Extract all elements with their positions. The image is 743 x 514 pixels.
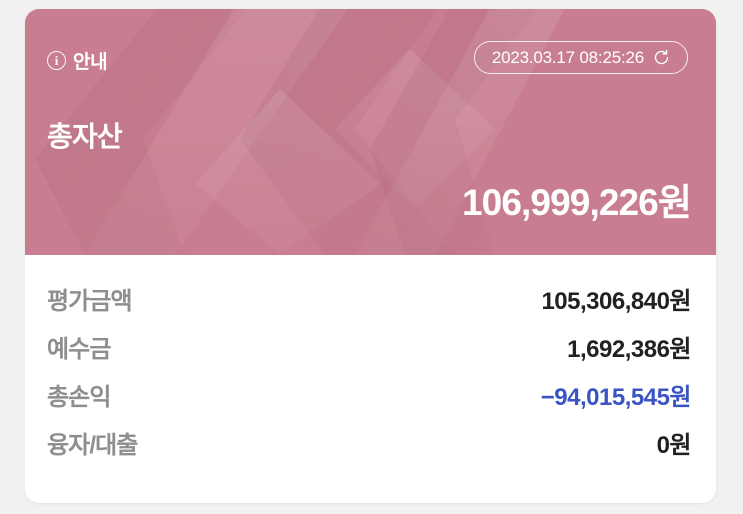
detail-label: 예수금	[47, 336, 111, 363]
detail-value: 1,692,386원	[567, 336, 691, 363]
total-asset-amount: 106,999,226원	[462, 182, 692, 223]
timestamp-text: 2023.03.17 08:25:26	[491, 47, 644, 67]
total-asset-card: i 안내 2023.03.17 08:25:26 총자산 106,999,226…	[25, 9, 716, 503]
detail-value: 105,306,840원	[541, 288, 691, 315]
page-title: 총자산	[47, 121, 123, 152]
detail-label: 융자/대출	[47, 432, 138, 459]
info-circle-icon: i	[47, 51, 66, 70]
detail-value: 0원	[656, 432, 692, 459]
table-row: 총손익 −94,015,545원	[47, 377, 692, 425]
info-notice-label: 안내	[73, 52, 108, 73]
detail-label: 총손익	[47, 384, 111, 411]
detail-label: 평가금액	[47, 288, 133, 315]
timestamp-refresh-pill[interactable]: 2023.03.17 08:25:26	[473, 41, 688, 74]
asset-detail-list: 평가금액 105,306,840원 예수금 1,692,386원 총손익 −94…	[25, 255, 716, 473]
card-header: i 안내 2023.03.17 08:25:26 총자산 106,999,226…	[25, 9, 716, 255]
detail-value-negative: −94,015,545원	[540, 384, 692, 411]
header-content: i 안내 2023.03.17 08:25:26 총자산 106,999,226…	[25, 9, 716, 255]
info-notice[interactable]: i 안내	[47, 47, 108, 74]
table-row: 예수금 1,692,386원	[47, 329, 691, 377]
refresh-icon[interactable]	[653, 49, 670, 66]
table-row: 융자/대출 0원	[47, 425, 692, 473]
table-row: 평가금액 105,306,840원	[47, 281, 691, 329]
